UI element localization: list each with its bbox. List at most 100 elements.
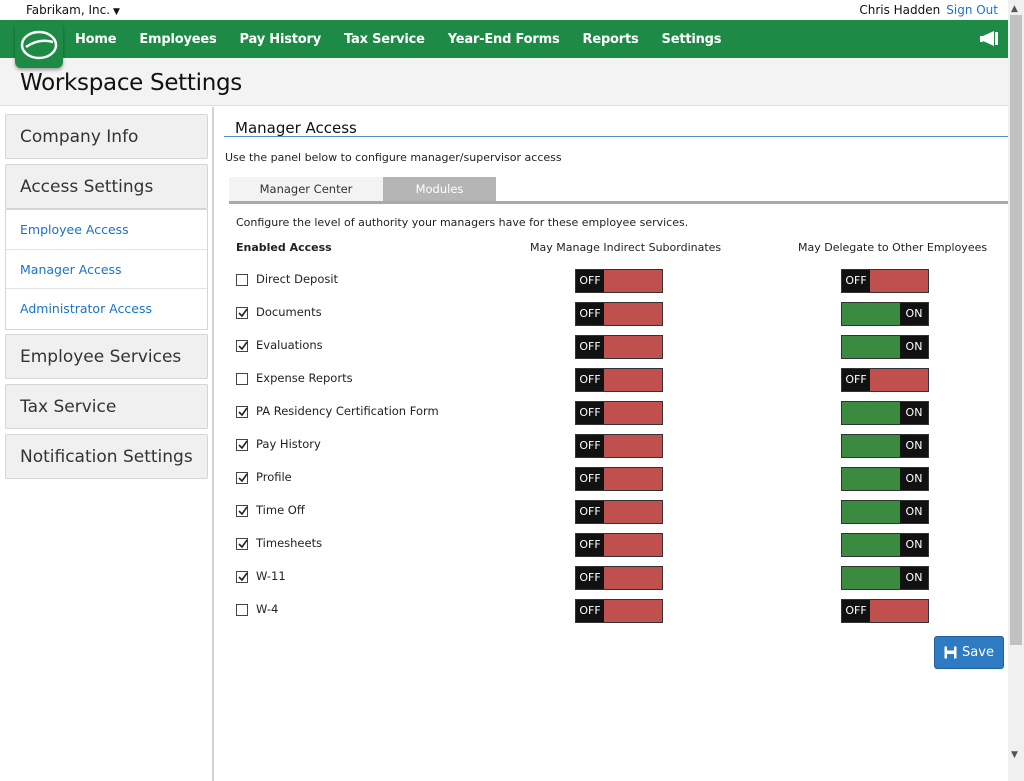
access-settings-submenu: Employee Access Manager Access Administr…: [5, 209, 208, 330]
toggle-state-label: ON: [900, 567, 928, 589]
table-row: PA Residency Certification Form OFF ON: [216, 401, 1008, 425]
checkbox-time-off[interactable]: [236, 505, 248, 517]
toggle-state-label: OFF: [576, 534, 604, 556]
delegate-toggle-evaluations[interactable]: ON: [841, 335, 929, 359]
indirect-toggle-w-11[interactable]: OFF: [575, 566, 663, 590]
table-row: Timesheets OFF ON: [216, 533, 1008, 557]
checkbox-direct-deposit[interactable]: [236, 274, 248, 286]
nav-item-employees[interactable]: Employees: [139, 31, 217, 47]
toggle-fill: [604, 270, 662, 292]
sidebar-item-manager-access[interactable]: Manager Access: [6, 250, 207, 289]
nav-item-year-end-forms[interactable]: Year-End Forms: [447, 31, 560, 47]
delegate-toggle-time-off[interactable]: ON: [841, 500, 929, 524]
row-label: Profile: [256, 470, 292, 484]
page-title-bar: [0, 58, 1008, 106]
row-label: W-11: [256, 569, 286, 583]
delegate-toggle-profile[interactable]: ON: [841, 467, 929, 491]
checkbox-w-11[interactable]: [236, 571, 248, 583]
nav-item-tax-service[interactable]: Tax Service: [344, 31, 425, 47]
toggle-fill: [604, 600, 662, 622]
indirect-toggle-profile[interactable]: OFF: [575, 467, 663, 491]
delegate-toggle-documents[interactable]: ON: [841, 302, 929, 326]
toggle-fill: [604, 336, 662, 358]
chevron-down-icon[interactable]: ▼: [113, 7, 120, 17]
sidebar-item-employee-access[interactable]: Employee Access: [6, 210, 207, 250]
checkbox-w-4[interactable]: [236, 604, 248, 616]
nav-item-reports[interactable]: Reports: [582, 31, 639, 47]
table-row: Pay History OFF ON: [216, 434, 1008, 458]
row-label: PA Residency Certification Form: [256, 404, 439, 418]
toggle-fill: [604, 402, 662, 424]
nav-item-home[interactable]: Home: [75, 31, 117, 47]
scrollbar[interactable]: ▲ ▼: [1008, 0, 1024, 781]
toggle-fill: [842, 534, 900, 556]
toggle-state-label: ON: [900, 468, 928, 490]
page-title: Workspace Settings: [20, 70, 242, 96]
section-description: Use the panel below to configure manager…: [225, 151, 562, 164]
toggle-state-label: OFF: [576, 435, 604, 457]
company-selector[interactable]: Fabrikam, Inc. ▼: [26, 3, 120, 17]
toggle-fill: [842, 336, 900, 358]
indirect-toggle-w-4[interactable]: OFF: [575, 599, 663, 623]
indirect-toggle-pay-history[interactable]: OFF: [575, 434, 663, 458]
table-row: W-4 OFF OFF: [216, 599, 1008, 623]
indirect-toggle-expense-reports[interactable]: OFF: [575, 368, 663, 392]
toggle-fill: [842, 468, 900, 490]
table-row: Evaluations OFF ON: [216, 335, 1008, 359]
top-strip: Fabrikam, Inc. ▼ Chris Hadden Sign Out: [0, 0, 1008, 20]
indirect-toggle-time-off[interactable]: OFF: [575, 500, 663, 524]
app-logo[interactable]: [15, 22, 63, 68]
nav-item-pay-history[interactable]: Pay History: [239, 31, 322, 47]
toggle-fill: [604, 534, 662, 556]
toggle-state-label: ON: [900, 435, 928, 457]
row-label: Timesheets: [256, 536, 323, 550]
table-row: Expense Reports OFF OFF: [216, 368, 1008, 392]
sidebar-item-access-settings[interactable]: Access Settings: [5, 164, 208, 209]
checkbox-pa-residency-certification-form[interactable]: [236, 406, 248, 418]
checkbox-timesheets[interactable]: [236, 538, 248, 550]
delegate-toggle-w-11[interactable]: ON: [841, 566, 929, 590]
delegate-toggle-w-4[interactable]: OFF: [841, 599, 929, 623]
delegate-toggle-direct-deposit[interactable]: OFF: [841, 269, 929, 293]
checkbox-pay-history[interactable]: [236, 439, 248, 451]
tab-bar: Manager Center Modules: [229, 177, 496, 201]
delegate-toggle-pay-history[interactable]: ON: [841, 434, 929, 458]
sidebar-item-administrator-access[interactable]: Administrator Access: [20, 301, 152, 316]
toggle-state-label: OFF: [576, 501, 604, 523]
row-label: W-4: [256, 602, 279, 616]
save-icon: [944, 646, 957, 659]
checkbox-profile[interactable]: [236, 472, 248, 484]
megaphone-icon[interactable]: [980, 31, 998, 46]
scroll-thumb[interactable]: [1010, 15, 1022, 645]
sidebar-item-tax-service[interactable]: Tax Service: [5, 384, 208, 429]
delegate-toggle-timesheets[interactable]: ON: [841, 533, 929, 557]
delegate-toggle-pa-residency-certification-form[interactable]: ON: [841, 401, 929, 425]
delegate-toggle-expense-reports[interactable]: OFF: [841, 368, 929, 392]
toggle-fill: [842, 303, 900, 325]
checkbox-evaluations[interactable]: [236, 340, 248, 352]
save-button[interactable]: Save: [934, 636, 1004, 669]
toggle-fill: [604, 369, 662, 391]
toggle-fill: [870, 270, 928, 292]
toggle-fill: [842, 402, 900, 424]
indirect-toggle-evaluations[interactable]: OFF: [575, 335, 663, 359]
indirect-toggle-direct-deposit[interactable]: OFF: [575, 269, 663, 293]
sidebar-item-employee-services[interactable]: Employee Services: [5, 334, 208, 379]
row-label: Time Off: [256, 503, 305, 517]
company-name[interactable]: Fabrikam, Inc.: [26, 3, 111, 17]
checkbox-documents[interactable]: [236, 307, 248, 319]
sidebar-item-company-info[interactable]: Company Info: [5, 114, 208, 159]
toggle-state-label: OFF: [842, 270, 870, 292]
sign-out-link[interactable]: Sign Out: [946, 3, 998, 17]
scroll-up-icon[interactable]: ▲: [1011, 4, 1018, 14]
scroll-down-icon[interactable]: ▼: [1011, 750, 1018, 760]
indirect-toggle-documents[interactable]: OFF: [575, 302, 663, 326]
nav-item-settings[interactable]: Settings: [661, 31, 722, 47]
tab-modules[interactable]: Modules: [383, 177, 496, 201]
save-button-label[interactable]: Save: [962, 645, 994, 660]
indirect-toggle-timesheets[interactable]: OFF: [575, 533, 663, 557]
tab-manager-center[interactable]: Manager Center: [229, 177, 383, 201]
checkbox-expense-reports[interactable]: [236, 373, 248, 385]
indirect-toggle-pa-residency-certification-form[interactable]: OFF: [575, 401, 663, 425]
sidebar-item-notification-settings[interactable]: Notification Settings: [5, 434, 208, 479]
